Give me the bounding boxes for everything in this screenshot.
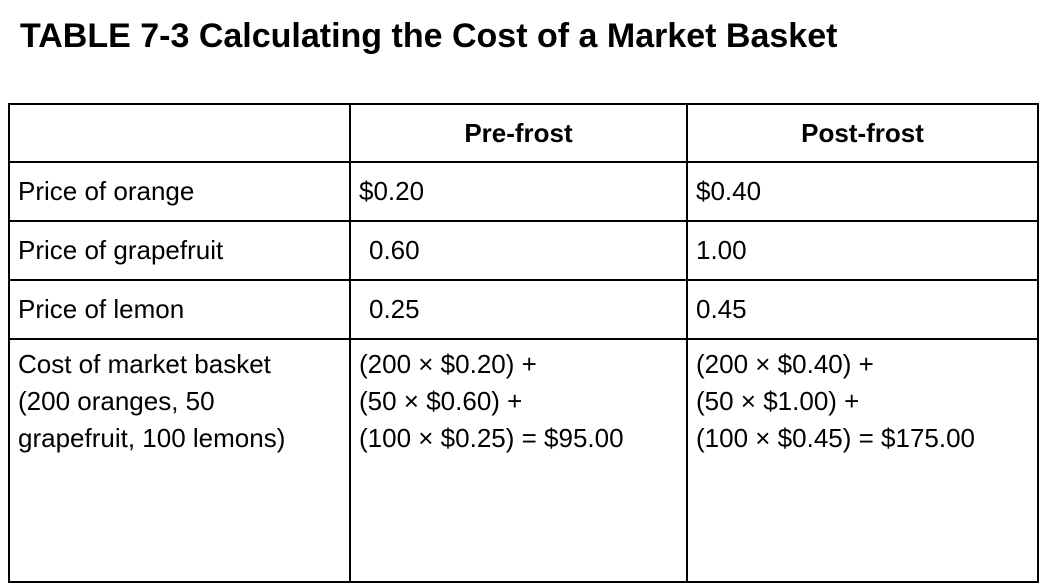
row-label: Price of lemon [8, 279, 351, 340]
page-title: TABLE 7-3 Calculating the Cost of a Mark… [20, 17, 838, 55]
cost-label-line: grapefruit, 100 lemons) [18, 423, 286, 453]
header-pre-frost: Pre-frost [349, 103, 688, 163]
table-row-cost: Cost of market basket (200 oranges, 50 g… [8, 338, 1039, 583]
pre-frost-cost-line: (100 × $0.25) = $95.00 [359, 423, 624, 453]
cost-label: Cost of market basket (200 oranges, 50 g… [8, 338, 351, 583]
post-frost-cost: (200 × $0.40) + (50 × $1.00) + (100 × $0… [686, 338, 1039, 583]
post-frost-value: $0.40 [686, 161, 1039, 222]
post-frost-cost-line: (200 × $0.40) + [696, 349, 874, 379]
post-frost-value: 0.45 [686, 279, 1039, 340]
table-row-lemon: Price of lemon 0.25 0.45 [8, 279, 1039, 340]
post-frost-cost-line: (100 × $0.45) = $175.00 [696, 423, 976, 453]
pre-frost-value: $0.20 [349, 161, 688, 222]
cost-label-line: (200 oranges, 50 [18, 386, 215, 416]
header-cell-empty [8, 103, 351, 163]
market-basket-table: Pre-frost Post-frost Price of orange $0.… [8, 103, 1039, 583]
pre-frost-cost-line: (50 × $0.60) + [359, 386, 523, 416]
row-label: Price of orange [8, 161, 351, 222]
row-label: Price of grapefruit [8, 220, 351, 281]
post-frost-cost-line: (50 × $1.00) + [696, 386, 860, 416]
cost-label-line: Cost of market basket [18, 349, 271, 379]
pre-frost-value: 0.60 [349, 220, 688, 281]
table-header-row: Pre-frost Post-frost [8, 103, 1039, 163]
header-post-frost: Post-frost [686, 103, 1039, 163]
pre-frost-cost-line: (200 × $0.20) + [359, 349, 537, 379]
pre-frost-cost: (200 × $0.20) + (50 × $0.60) + (100 × $0… [349, 338, 688, 583]
post-frost-value: 1.00 [686, 220, 1039, 281]
table-row-orange: Price of orange $0.20 $0.40 [8, 161, 1039, 222]
pre-frost-value: 0.25 [349, 279, 688, 340]
table-row-grapefruit: Price of grapefruit 0.60 1.00 [8, 220, 1039, 281]
